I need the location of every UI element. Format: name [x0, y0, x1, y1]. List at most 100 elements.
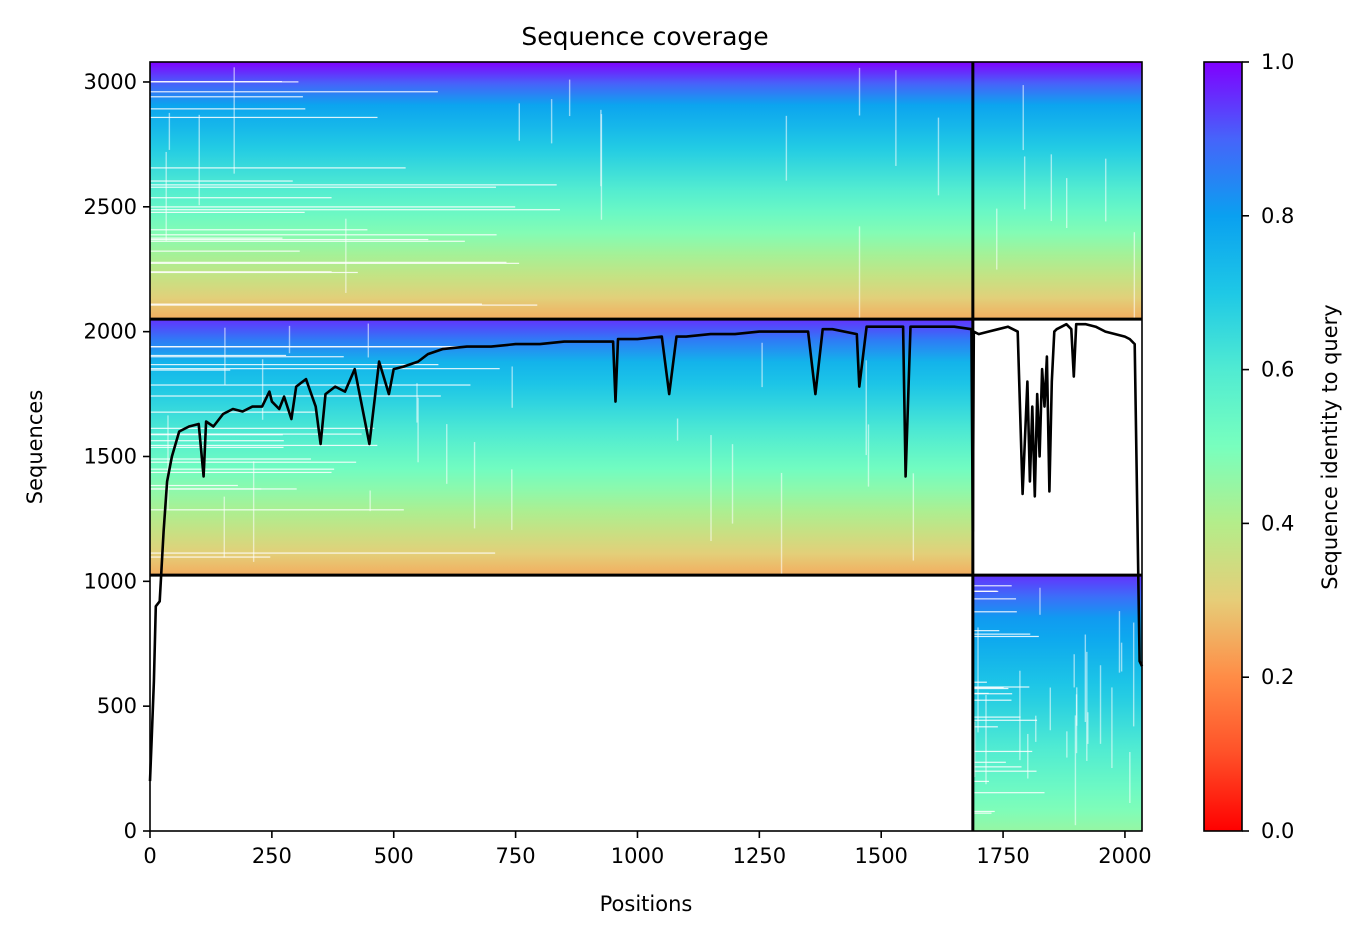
- gap-streak: [150, 556, 271, 558]
- gap-streak: [150, 304, 538, 306]
- gap-column: [1027, 733, 1029, 779]
- gap-streak: [150, 81, 299, 83]
- gap-streak: [150, 240, 465, 242]
- gap-streak: [150, 458, 311, 460]
- gap-column: [761, 342, 763, 388]
- colorbar-tick-label: 0.0: [1261, 819, 1294, 843]
- gap-column: [168, 112, 171, 150]
- gap-column: [288, 325, 291, 354]
- gap-column: [1049, 687, 1052, 731]
- gap-streak: [150, 108, 306, 110]
- gap-streak: [150, 197, 332, 199]
- x-axis: 0 250 500 750 1000 1250 1500 1750 2000: [143, 831, 1152, 868]
- y-tick-label: 2000: [84, 320, 137, 344]
- gap-column: [446, 424, 448, 484]
- gap-column: [1133, 232, 1136, 326]
- gap-column: [252, 461, 255, 562]
- x-tick-label: 1000: [611, 844, 664, 868]
- gap-streak: [972, 761, 1006, 763]
- gap-streak: [150, 229, 368, 231]
- gap-column: [165, 151, 167, 241]
- y-tick-label: 0: [124, 819, 137, 843]
- paired-msa-block: [150, 62, 1142, 320]
- plot-frame: [149, 61, 1143, 832]
- gap-column: [369, 490, 371, 512]
- gap-streak: [150, 468, 335, 470]
- gap-column: [1129, 752, 1131, 803]
- gap-column: [1066, 731, 1068, 758]
- gap-column: [1087, 712, 1089, 744]
- gap-column: [977, 627, 979, 733]
- gap-streak: [150, 356, 344, 358]
- y-axis: 0 500 1000 1500 2000 2500 3000: [84, 70, 150, 843]
- gap-column: [1066, 178, 1068, 229]
- gap-column: [223, 496, 225, 558]
- y-tick-label: 500: [97, 694, 137, 718]
- gap-streak: [150, 446, 284, 448]
- gap-column: [1050, 154, 1053, 222]
- gap-streak: [972, 810, 995, 813]
- plot-area: [148, 61, 1144, 832]
- gap-streak: [150, 368, 500, 370]
- gap-streak: [150, 237, 283, 239]
- gap-column: [473, 442, 476, 529]
- gap-streak: [972, 766, 1022, 768]
- gap-streak: [150, 488, 297, 490]
- gap-streak: [150, 186, 496, 188]
- gap-column: [198, 114, 200, 206]
- gap-streak: [150, 303, 482, 305]
- gap-streak: [972, 693, 1013, 695]
- colorbar-tick-label: 0.2: [1261, 665, 1294, 689]
- gap-streak: [972, 633, 1031, 635]
- gap-column: [1035, 715, 1037, 742]
- x-tick-label: 250: [252, 844, 292, 868]
- gap-column: [518, 103, 521, 141]
- colorbar-tick-label: 1.0: [1261, 50, 1294, 74]
- gap-streak: [972, 812, 992, 814]
- gap-column: [1023, 156, 1026, 210]
- gap-streak: [150, 346, 483, 348]
- gap-column: [224, 327, 226, 385]
- gap-streak: [150, 411, 317, 413]
- gap-streak: [972, 687, 1009, 690]
- chain-a-msa-block: [150, 319, 973, 576]
- gap-column: [511, 366, 513, 408]
- x-tick-label: 1500: [854, 844, 907, 868]
- gap-column: [858, 226, 861, 319]
- y-axis-label: Sequences: [23, 390, 47, 505]
- gap-streak: [972, 635, 1039, 638]
- x-tick-label: 1250: [733, 844, 786, 868]
- gap-streak: [972, 585, 1012, 587]
- gap-column: [1075, 694, 1078, 754]
- colorbar-tick-label: 0.6: [1261, 358, 1294, 382]
- gap-column: [996, 208, 998, 270]
- gap-column: [416, 383, 418, 423]
- gap-streak: [972, 716, 1021, 718]
- colorbar-tick-label: 0.8: [1261, 204, 1294, 228]
- gap-column: [167, 415, 169, 511]
- gap-column: [1073, 654, 1075, 688]
- gap-column: [345, 218, 347, 293]
- gap-column: [973, 721, 976, 778]
- gap-column: [600, 114, 603, 220]
- gap-streak: [972, 750, 1033, 753]
- gap-streak: [150, 271, 332, 273]
- gap-streak: [150, 180, 293, 182]
- gap-streak: [150, 116, 378, 119]
- gap-streak: [972, 780, 989, 782]
- gap-streak: [150, 271, 358, 274]
- gap-column: [912, 473, 915, 561]
- gap-streak: [972, 699, 1012, 701]
- gap-streak: [972, 792, 1045, 794]
- x-tick-label: 1750: [976, 844, 1029, 868]
- gap-column: [550, 99, 553, 144]
- gap-streak: [150, 250, 300, 252]
- gap-column: [858, 67, 861, 116]
- gap-column: [676, 418, 679, 441]
- gap-column: [895, 70, 897, 166]
- gap-streak: [150, 209, 560, 211]
- chain-b-msa-block: [972, 575, 1142, 831]
- y-tick-label: 3000: [84, 70, 137, 94]
- gap-streak: [150, 444, 378, 447]
- gap-column: [867, 424, 870, 487]
